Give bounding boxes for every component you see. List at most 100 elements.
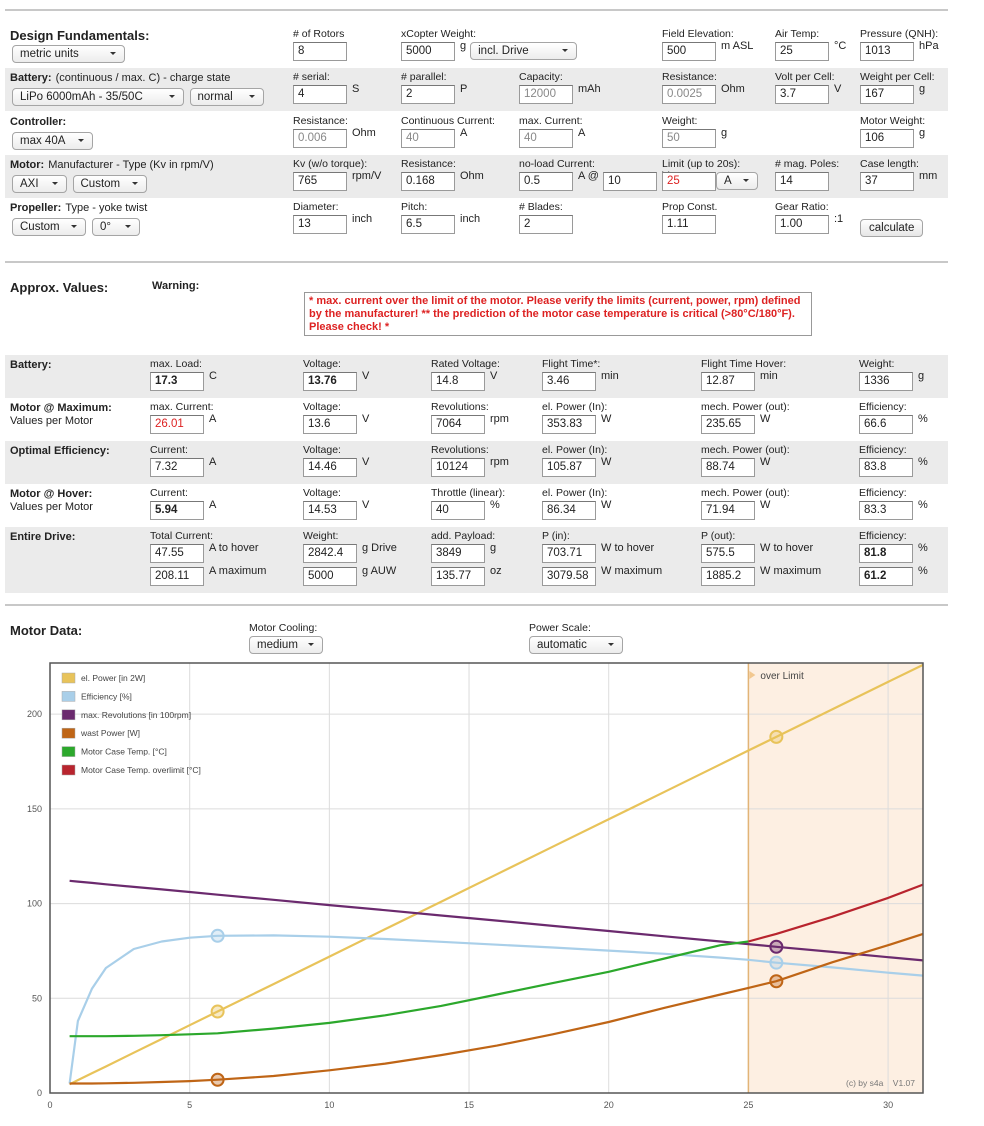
input[interactable]: 12000: [519, 85, 573, 104]
input[interactable]: 10124: [431, 458, 485, 477]
legend-swatch: [61, 746, 76, 757]
input[interactable]: 17.3: [150, 372, 204, 391]
input[interactable]: 105.87: [542, 458, 596, 477]
unit: W maximum: [601, 565, 663, 577]
field-line: 13.76 V: [303, 370, 373, 391]
input[interactable]: 6.5: [401, 215, 455, 234]
unit: W: [601, 499, 612, 511]
input[interactable]: 8: [293, 42, 347, 61]
input[interactable]: 14.46: [303, 458, 357, 477]
field-line: 353.83 W: [542, 413, 615, 434]
select[interactable]: AXI: [12, 175, 67, 193]
input[interactable]: 500: [662, 42, 716, 61]
select[interactable]: normal: [189, 88, 264, 106]
input[interactable]: 2842.4: [303, 544, 357, 563]
input[interactable]: 12.87: [701, 372, 755, 391]
row-label: Motor: Manufacturer - Type (Kv in rpm/V): [10, 159, 214, 171]
select[interactable]: automatic: [529, 636, 623, 654]
input[interactable]: 14: [775, 172, 829, 191]
input[interactable]: 7.32: [150, 458, 204, 477]
unit: V: [362, 456, 370, 468]
field-label: mech. Power (out):: [701, 401, 790, 413]
input[interactable]: 0.168: [401, 172, 455, 191]
select[interactable]: Custom: [12, 218, 86, 236]
field-label: Pressure (QNH):: [860, 28, 939, 40]
select[interactable]: max 40A: [12, 132, 93, 150]
input[interactable]: 3.7: [775, 85, 829, 104]
input[interactable]: 3849: [431, 544, 485, 563]
input[interactable]: 0.0025: [662, 85, 716, 104]
select[interactable]: 0°: [92, 218, 140, 236]
input[interactable]: 1336: [859, 372, 913, 391]
select[interactable]: A: [716, 172, 758, 190]
input[interactable]: 26.01: [150, 415, 204, 434]
unit: hPa: [919, 40, 939, 52]
input[interactable]: 1.11: [662, 215, 716, 234]
unit: Ohm: [460, 170, 484, 182]
input[interactable]: 5.94: [150, 501, 204, 520]
unit: A @: [578, 170, 599, 182]
input[interactable]: 40: [431, 501, 485, 520]
input[interactable]: 0.5: [519, 172, 573, 191]
select[interactable]: metric units: [12, 45, 125, 63]
input[interactable]: 86.34: [542, 501, 596, 520]
input[interactable]: 40: [401, 129, 455, 148]
input[interactable]: 40: [519, 129, 573, 148]
input[interactable]: 0.006: [293, 129, 347, 148]
input[interactable]: 167: [860, 85, 914, 104]
select[interactable]: Custom: [72, 175, 147, 193]
input[interactable]: 703.71: [542, 544, 596, 563]
input[interactable]: 3.46: [542, 372, 596, 391]
input[interactable]: 25: [775, 42, 829, 61]
unit: V: [362, 370, 370, 382]
field-line: 0.5A @10V: [519, 170, 673, 191]
row-sublabel: Values per Motor: [10, 415, 93, 427]
input[interactable]: 83.3: [859, 501, 913, 520]
input[interactable]: 208.11: [150, 567, 204, 586]
input[interactable]: 2: [401, 85, 455, 104]
input[interactable]: 235.65: [701, 415, 755, 434]
input[interactable]: 47.55: [150, 544, 204, 563]
unit: m ASL: [721, 40, 754, 52]
input[interactable]: 13.6: [303, 415, 357, 434]
input[interactable]: 81.8: [859, 544, 913, 563]
input[interactable]: 1.00: [775, 215, 829, 234]
input[interactable]: 14.8: [431, 372, 485, 391]
input[interactable]: 37: [860, 172, 914, 191]
input[interactable]: 5000: [401, 42, 455, 61]
input[interactable]: 25: [662, 172, 716, 191]
unit: inch: [460, 213, 481, 225]
input[interactable]: 13.76: [303, 372, 357, 391]
input[interactable]: 83.8: [859, 458, 913, 477]
input[interactable]: 765: [293, 172, 347, 191]
input[interactable]: 14.53: [303, 501, 357, 520]
select[interactable]: incl. Drive: [470, 42, 577, 60]
input[interactable]: 1885.2: [701, 567, 755, 586]
input[interactable]: 61.2: [859, 567, 913, 586]
input[interactable]: 106: [860, 129, 914, 148]
input[interactable]: 10: [602, 172, 657, 191]
input[interactable]: 575.5: [701, 544, 755, 563]
input[interactable]: 1013: [860, 42, 914, 61]
input[interactable]: 135.77: [431, 567, 485, 586]
input[interactable]: 353.83: [542, 415, 596, 434]
input[interactable]: 50: [662, 129, 716, 148]
input[interactable]: 71.94: [701, 501, 755, 520]
field-line: 12000 mAh: [519, 83, 605, 104]
input[interactable]: 66.6: [859, 415, 913, 434]
button[interactable]: calculate: [860, 219, 924, 237]
input[interactable]: 13: [293, 215, 347, 234]
input[interactable]: 7064: [431, 415, 485, 434]
input[interactable]: 88.74: [701, 458, 755, 477]
input[interactable]: 2: [519, 215, 573, 234]
field-label: Weight:: [662, 115, 698, 127]
select[interactable]: medium: [249, 636, 323, 654]
input[interactable]: 3079.58: [542, 567, 596, 586]
input[interactable]: 4: [293, 85, 347, 104]
select[interactable]: LiPo 6000mAh - 35/50C: [12, 88, 184, 106]
input[interactable]: 5000: [303, 567, 357, 586]
unit: W: [601, 456, 612, 468]
field-label: Kv (w/o torque):: [293, 158, 368, 170]
